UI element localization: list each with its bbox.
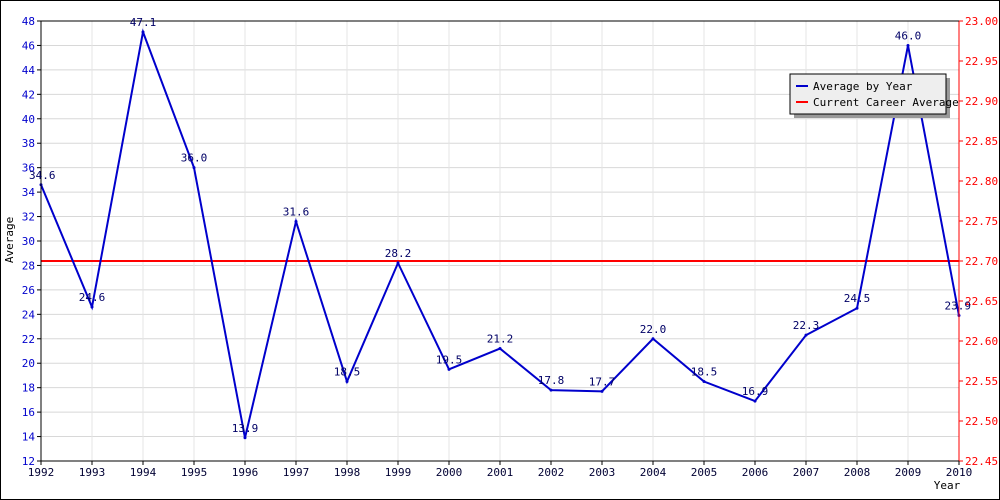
x-tick-label: 1999 bbox=[385, 466, 412, 479]
x-tick-label: 2005 bbox=[691, 466, 718, 479]
data-label: 22.3 bbox=[793, 319, 820, 332]
x-tick-label: 2010 bbox=[946, 466, 973, 479]
x-tick-label: 2003 bbox=[589, 466, 616, 479]
legend-label-career-average: Current Career Average bbox=[813, 96, 959, 109]
x-tick-label: 1997 bbox=[283, 466, 310, 479]
x-tick-label: 1996 bbox=[232, 466, 259, 479]
data-label: 47.1 bbox=[130, 16, 157, 29]
y-tick-label: 16 bbox=[22, 406, 35, 419]
y2-tick-label: 22.65 bbox=[965, 295, 998, 308]
x-tick-label: 1993 bbox=[79, 466, 106, 479]
data-point bbox=[651, 337, 655, 341]
y2-tick-label: 22.80 bbox=[965, 175, 998, 188]
y2-tick-label: 22.55 bbox=[965, 375, 998, 388]
y2-tick-label: 22.50 bbox=[965, 415, 998, 428]
y-tick-label: 40 bbox=[22, 113, 35, 126]
y-axis-title: Average bbox=[3, 217, 16, 263]
x-tick-label: 1994 bbox=[130, 466, 157, 479]
y-tick-label: 42 bbox=[22, 88, 35, 101]
y-tick-label: 20 bbox=[22, 357, 35, 370]
data-point bbox=[702, 380, 706, 384]
legend-label-average-by-year: Average by Year bbox=[813, 80, 913, 93]
x-axis-title: Year bbox=[934, 479, 961, 492]
y2-tick-label: 22.85 bbox=[965, 135, 998, 148]
data-point bbox=[498, 347, 502, 351]
y-tick-label: 32 bbox=[22, 211, 35, 224]
x-tick-label: 1992 bbox=[28, 466, 55, 479]
x-tick-label: 2008 bbox=[844, 466, 871, 479]
x-tick-label: 2002 bbox=[538, 466, 565, 479]
data-label: 34.6 bbox=[29, 169, 56, 182]
data-label: 23.9 bbox=[945, 300, 972, 313]
data-point bbox=[396, 261, 400, 265]
data-label: 18.5 bbox=[691, 366, 718, 379]
data-point bbox=[804, 333, 808, 337]
data-label: 17.8 bbox=[538, 374, 565, 387]
axes: 12 14 16 18 20 22 24 26 28 30 32 34 36 38 40 42 44 46 48 22… bbox=[22, 15, 998, 479]
data-label: 31.6 bbox=[283, 205, 310, 218]
data-labels: 34.6 24.6 47.1 36.0 13.9 31.6 18.5 28.2 19.5 21.2… bbox=[29, 16, 971, 435]
y2-tick-label: 23.00 bbox=[965, 15, 998, 28]
data-point bbox=[345, 380, 349, 384]
data-label: 16.9 bbox=[742, 385, 769, 398]
data-point bbox=[855, 306, 859, 310]
data-point bbox=[906, 43, 910, 47]
data-label: 28.2 bbox=[385, 247, 412, 260]
y2-tick-label: 22.70 bbox=[965, 255, 998, 268]
data-label: 21.2 bbox=[487, 333, 514, 346]
legend-box bbox=[789, 73, 947, 115]
y-tick-label: 36 bbox=[22, 162, 35, 175]
y2-tick-label: 22.45 bbox=[965, 455, 998, 468]
data-point bbox=[753, 399, 757, 403]
x-tick-label: 2006 bbox=[742, 466, 769, 479]
x-tick-label: 1995 bbox=[181, 466, 208, 479]
data-label: 19.5 bbox=[436, 353, 463, 366]
x-tick-label: 2004 bbox=[640, 466, 667, 479]
y-tick-label: 38 bbox=[22, 137, 35, 150]
data-point bbox=[549, 388, 553, 392]
y-tick-label: 26 bbox=[22, 284, 35, 297]
data-label: 24.5 bbox=[844, 292, 871, 305]
data-point bbox=[141, 30, 145, 34]
data-label: 13.9 bbox=[232, 422, 259, 435]
y2-tick-label: 22.75 bbox=[965, 215, 998, 228]
data-label: 36.0 bbox=[181, 152, 208, 165]
y-tick-label: 22 bbox=[22, 333, 35, 346]
data-point bbox=[600, 389, 604, 393]
x-tick-label: 2001 bbox=[487, 466, 514, 479]
data-label: 24.6 bbox=[79, 291, 106, 304]
y2-tick-label: 22.95 bbox=[965, 55, 998, 68]
y2-tick-label: 22.60 bbox=[965, 335, 998, 348]
y-tick-label: 30 bbox=[22, 235, 35, 248]
y-tick-label: 24 bbox=[22, 308, 36, 321]
y-tick-label: 18 bbox=[22, 382, 35, 395]
legend: Average by Year Current Career Average bbox=[789, 73, 959, 118]
data-label: 18.5 bbox=[334, 366, 361, 379]
y-tick-label: 12 bbox=[22, 455, 35, 468]
data-point bbox=[192, 166, 196, 170]
x-tick-label: 2007 bbox=[793, 466, 820, 479]
y2-tick-label: 22.90 bbox=[965, 95, 998, 108]
y-tick-label: 44 bbox=[22, 64, 36, 77]
y-tick-label: 28 bbox=[22, 259, 35, 272]
y-tick-label: 34 bbox=[22, 186, 36, 199]
data-label: 46.0 bbox=[895, 29, 922, 42]
y-tick-label: 14 bbox=[22, 431, 36, 444]
data-point bbox=[447, 367, 451, 371]
data-point bbox=[243, 436, 247, 440]
data-point bbox=[294, 219, 298, 223]
y-tick-label: 48 bbox=[22, 15, 35, 28]
data-label: 17.7 bbox=[589, 375, 616, 388]
data-point bbox=[90, 305, 94, 309]
x-tick-label: 2009 bbox=[895, 466, 922, 479]
x-tick-label: 2000 bbox=[436, 466, 463, 479]
data-label: 22.0 bbox=[640, 323, 667, 336]
x-tick-label: 1998 bbox=[334, 466, 361, 479]
y-tick-label: 46 bbox=[22, 39, 35, 52]
